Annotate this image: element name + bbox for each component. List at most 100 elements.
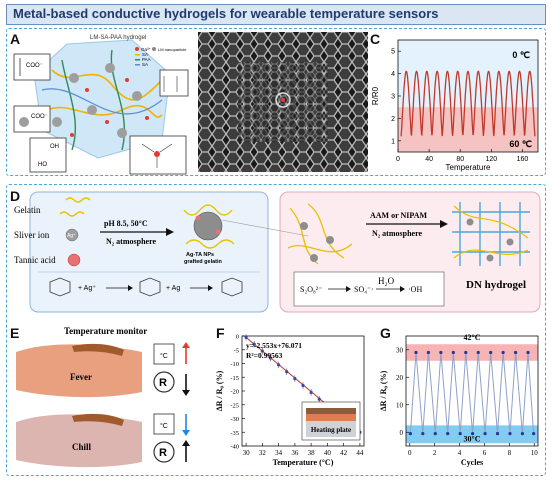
gelatin-network <box>307 203 345 259</box>
x-tick-label: 36 <box>291 449 299 457</box>
panel-c-chart: 0 40 80 120 160 1 2 3 4 5 0 ℃ 60 ℃ Temperature R/R0 <box>371 39 539 172</box>
silver-symbol: Ag⁺ <box>67 233 76 239</box>
y-tick-label: -40 <box>230 444 239 451</box>
gelatin-chain <box>59 211 85 217</box>
ag-nanoparticle <box>310 254 318 262</box>
plot-frame <box>405 335 539 447</box>
y-tick-label: 30 <box>396 346 404 354</box>
data-point <box>426 350 431 355</box>
monitor-title: Temperature monitor <box>64 326 147 336</box>
data-point <box>408 432 412 436</box>
bond-line <box>141 143 155 153</box>
panel-g-chart: 0 2 4 6 8 10 0 10 20 30 42°C 30°C Cycles ΔR / R₀ (%) <box>379 333 539 467</box>
resistance-icon-fever <box>153 371 175 393</box>
inset-plate-top <box>306 414 356 421</box>
lm-nanoparticle <box>69 73 79 83</box>
catechol-ring <box>49 277 71 297</box>
data-point <box>293 377 297 381</box>
panel-e-wearable: Temperature monitor Fever Chill °C R °C … <box>16 326 190 468</box>
data-point <box>309 390 313 394</box>
panel-d-synthesis: Gelatin Sliver ion Ag⁺ Tannic acid pH 8.… <box>14 191 541 313</box>
data-point <box>446 432 450 436</box>
hot-band <box>406 344 538 361</box>
y-tick-label: -10 <box>230 361 239 368</box>
data-point <box>252 342 256 346</box>
reaction-arrowhead-small <box>400 286 405 292</box>
x-axis-label: Temperature <box>446 163 491 172</box>
reaction-ag: + Ag⁺ <box>78 285 96 292</box>
bond-line <box>159 143 173 153</box>
reaction-arrowhead-small <box>208 285 213 291</box>
water-label: H₂O <box>378 276 395 286</box>
legend-lm: LM nanoparticle <box>158 47 187 52</box>
paa-chain <box>61 59 76 151</box>
inset-label: Heating plate <box>311 426 351 434</box>
fit-equation: y=-2.553x+76.071 <box>246 341 302 350</box>
arrow-up-icon-head <box>182 440 190 446</box>
data-point <box>501 350 505 355</box>
legend-paa-line <box>135 59 140 61</box>
lm-nanoparticles <box>52 63 142 138</box>
dn-hydrogel-grid <box>452 202 530 266</box>
legend-ga: Ga³⁺ <box>141 47 152 52</box>
legend-sa2: SA <box>142 62 148 67</box>
lm-nanoparticle <box>87 105 97 115</box>
x-tick-label: 8 <box>508 449 512 457</box>
data-point <box>277 363 281 367</box>
data-point <box>301 383 305 388</box>
bottom-section <box>6 184 546 476</box>
monomer-bottom: N₂ atmosphere <box>372 229 422 238</box>
y-tick-label: 1 <box>391 138 395 145</box>
r-symbol-fever: R <box>159 377 167 389</box>
x-tick-label: 42 <box>340 449 348 457</box>
cold-region <box>398 40 538 108</box>
panel-letter-a: A <box>10 31 21 47</box>
ga-ion <box>85 88 89 92</box>
panel-letter-g: G <box>380 325 391 341</box>
persulfate-label: S₂O₈²⁻ <box>300 285 322 294</box>
resistance-icon-chill <box>153 441 175 463</box>
ga-ions <box>70 78 149 137</box>
grafted-ring <box>221 277 243 297</box>
legend-sa2-line <box>135 64 140 66</box>
monomer-top: AAM or NIPAM <box>370 211 427 220</box>
unit-label-chill: °C <box>160 422 168 430</box>
np-label: Ag-TA NPs <box>186 252 214 258</box>
x-tick-label: 32 <box>259 449 267 457</box>
data-point <box>317 397 321 401</box>
ag-nanoparticle <box>326 236 334 244</box>
ho-label: HO <box>38 162 47 168</box>
zoom-box-lm-coo <box>13 105 51 133</box>
ta-dot <box>195 215 201 221</box>
ag-nanoparticle <box>466 218 474 226</box>
ga-ion <box>105 120 109 124</box>
data-point <box>433 432 437 436</box>
hydrogel-label: LM-SA-PAA hydrogel <box>90 35 146 41</box>
np-label-2: grafted gelatin <box>184 259 223 265</box>
condition-bottom: N₂ atmosphere <box>106 237 156 246</box>
y-tick-label: -5 <box>234 347 239 354</box>
x-tick-label: 10 <box>531 449 539 457</box>
arm-fever <box>16 344 142 398</box>
arrow-down-icon-head <box>182 430 190 436</box>
data-point <box>471 432 475 436</box>
y-tick-label: 3 <box>391 94 395 101</box>
x-tick-label: 120 <box>485 156 497 163</box>
inset-sample <box>306 408 356 414</box>
cold-label: 0 ℃ <box>512 50 530 60</box>
lm-nanoparticle <box>19 117 29 127</box>
sensor-patch-chill <box>72 413 124 426</box>
y-tick-label: 2 <box>391 116 395 123</box>
y-tick-label: -15 <box>230 375 239 382</box>
ag-nanoparticle <box>486 254 494 262</box>
data-point <box>244 335 248 339</box>
x-tick-label: 160 <box>517 156 529 163</box>
y-tick-label: -25 <box>230 402 239 409</box>
reaction-arrowhead-small <box>346 286 351 292</box>
legend-sa-line <box>135 54 140 56</box>
y-tick-label: 5 <box>391 49 395 56</box>
reaction-ag-2: + Ag <box>166 285 180 292</box>
legend-sa: SA <box>142 52 148 57</box>
grafted-gelatin-chain <box>183 204 233 216</box>
grafted-gelatin-chain <box>185 239 235 249</box>
